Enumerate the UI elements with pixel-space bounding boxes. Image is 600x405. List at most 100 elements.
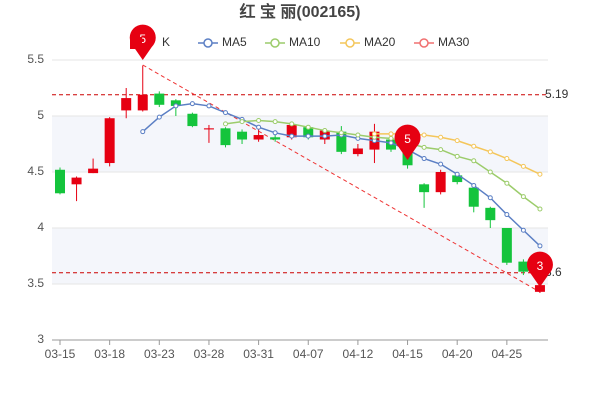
pin: [526, 251, 553, 287]
ma-point: [338, 130, 344, 136]
ma-point: [537, 171, 543, 177]
ma-point: [504, 212, 510, 218]
x-tick-label: 04-15: [392, 347, 423, 361]
band: [52, 228, 548, 284]
ma-point: [520, 194, 526, 200]
ma-point: [388, 131, 394, 137]
ma-point: [256, 117, 262, 123]
legend-dot: [419, 38, 429, 48]
ma-point: [272, 130, 278, 136]
ma-point: [471, 182, 477, 188]
ma-point: [388, 135, 394, 141]
legend-dot: [345, 38, 355, 48]
ma-point: [520, 227, 526, 233]
ma-point: [421, 132, 427, 138]
pin-label: 5: [139, 32, 146, 46]
candle-body: [187, 113, 198, 127]
y-tick-label: 5.5: [27, 52, 44, 66]
x-tick-label: 04-25: [491, 347, 522, 361]
legend-k-icon: [130, 37, 142, 49]
ma-point: [305, 133, 311, 139]
ma-point: [454, 171, 460, 177]
ma-point: [256, 124, 262, 130]
ref-label: 5.19: [545, 87, 569, 101]
ma-point: [421, 144, 427, 150]
x-tick-label: 04-12: [343, 347, 374, 361]
ma-point: [223, 121, 228, 127]
ma-point: [471, 158, 477, 164]
pin-label: 5: [404, 132, 411, 146]
ma-point: [272, 119, 278, 125]
candle-body: [55, 169, 65, 194]
candle-body: [88, 168, 99, 174]
ma-point: [438, 161, 444, 167]
trend-line: [142, 64, 541, 293]
candle-body: [137, 94, 148, 111]
candle-body: [237, 131, 248, 140]
ma-point: [537, 243, 543, 249]
ma-line: [225, 119, 541, 210]
candle-body: [253, 135, 264, 140]
candle-body: [104, 118, 115, 164]
candle-body: [485, 207, 496, 221]
ma-point: [156, 114, 162, 120]
candle-body: [71, 177, 82, 185]
y-tick-label: 5: [37, 108, 44, 122]
ma-point: [454, 153, 460, 159]
ma-point: [504, 156, 510, 162]
ma-point: [305, 124, 311, 130]
candle-body: [468, 187, 479, 207]
ma-point: [388, 140, 394, 146]
candle-body: [286, 124, 297, 138]
ma-point: [173, 103, 179, 109]
candle-body: [121, 98, 132, 111]
pin: [129, 24, 156, 60]
ma-point: [239, 119, 245, 125]
candle-body: [435, 172, 446, 193]
ma-point: [487, 169, 493, 175]
candle-body: [534, 285, 545, 292]
candle-body: [270, 137, 281, 140]
ma-point: [520, 163, 526, 169]
chart-title: 红 宝 丽(002165): [240, 2, 361, 21]
ma-point: [487, 195, 493, 201]
ma-point: [454, 138, 460, 144]
y-tick-label: 4: [37, 220, 44, 234]
ma-point: [471, 143, 477, 149]
x-tick-label: 03-23: [144, 347, 175, 361]
legend-label: MA30: [438, 35, 470, 49]
ma-point: [223, 110, 228, 116]
candle-body: [352, 148, 363, 155]
ma-point: [421, 156, 427, 162]
ma-point: [322, 133, 328, 139]
ma-point: [355, 132, 361, 138]
x-tick-label: 04-07: [293, 347, 324, 361]
ma-point: [322, 128, 328, 134]
legend-dot: [270, 38, 280, 48]
ma-point: [206, 103, 212, 109]
candle-body: [336, 131, 347, 152]
candle-body: [203, 128, 214, 130]
candle-body: [518, 261, 529, 272]
x-tick-label: 03-15: [45, 347, 76, 361]
candle-body: [220, 128, 231, 146]
pin: [394, 124, 421, 160]
ma-point: [487, 149, 493, 155]
ma-point: [189, 101, 195, 107]
candle-body: [154, 93, 165, 105]
legend-label: K: [162, 35, 170, 49]
x-tick-label: 03-31: [243, 347, 274, 361]
legend-dot: [203, 38, 213, 48]
ma-point: [504, 180, 510, 186]
candle-body: [501, 228, 512, 263]
candle-body: [419, 184, 430, 193]
candle-body: [170, 100, 181, 106]
ma-point: [438, 147, 444, 153]
ma-point: [289, 133, 295, 139]
ma-point: [371, 131, 377, 137]
candle-body: [452, 175, 463, 183]
ma-point: [140, 129, 146, 135]
pin-label: 3: [537, 259, 544, 273]
ma-point: [537, 206, 543, 212]
